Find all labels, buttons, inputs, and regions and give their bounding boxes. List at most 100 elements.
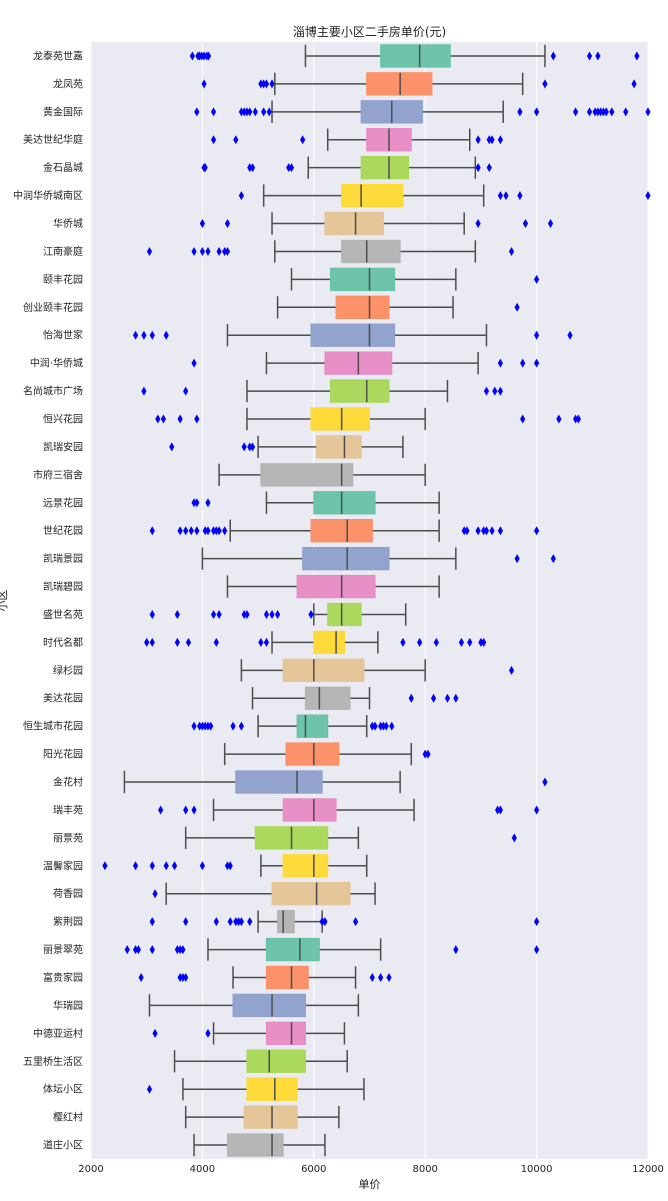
box — [304, 686, 351, 710]
box — [341, 239, 401, 264]
outlier-point — [199, 246, 205, 256]
outlier-point — [609, 107, 615, 117]
outlier-point — [508, 246, 515, 256]
outlier-point — [233, 917, 239, 927]
box-group — [218, 463, 426, 487]
outlier-point — [386, 972, 392, 982]
box — [246, 1077, 298, 1101]
box — [282, 798, 337, 822]
outlier-point — [222, 526, 228, 536]
outlier-point — [247, 442, 253, 452]
y-tick-label: 中润·华侨城 — [30, 357, 83, 370]
outlier-point — [252, 107, 258, 117]
box-group — [148, 993, 360, 1018]
outlier-point — [236, 917, 242, 927]
outlier-point — [481, 637, 487, 647]
outlier-point — [227, 917, 233, 927]
outlier-point — [623, 107, 629, 117]
outlier-point — [444, 693, 451, 703]
box — [316, 435, 362, 459]
outlier-point — [141, 386, 147, 396]
outlier-point — [542, 79, 548, 89]
y-tick-label: 绿杉园 — [53, 664, 83, 677]
outlier-point — [158, 805, 164, 815]
outlier-point — [194, 414, 200, 424]
y-tick-label: 中润华侨城南区 — [13, 189, 83, 202]
outlier-point — [258, 79, 264, 89]
plot-background — [91, 42, 648, 1159]
box — [313, 491, 376, 515]
outlier-point — [520, 414, 526, 424]
outlier-point — [238, 191, 244, 201]
x-axis-ticks: 2000 4000 6000 8000 10000 12000 — [78, 1164, 664, 1175]
box-group — [240, 658, 515, 682]
outlier-point — [174, 609, 180, 619]
box — [232, 993, 306, 1018]
box-group — [189, 44, 640, 68]
outlier-point — [201, 51, 207, 61]
outlier-point — [534, 358, 540, 368]
box-group — [201, 546, 556, 571]
y-tick-label: 凯瑞安园 — [43, 440, 83, 453]
outlier-point — [238, 917, 244, 927]
box — [341, 183, 404, 208]
outlier-point — [288, 163, 295, 173]
box — [265, 937, 320, 962]
outlier-point — [124, 945, 130, 955]
y-tick-label: 五里桥生活区 — [23, 1055, 83, 1068]
box — [330, 379, 390, 403]
y-tick-label: 樱红村 — [53, 1111, 83, 1124]
outlier-point — [177, 526, 183, 536]
outlier-point — [144, 637, 150, 647]
outlier-point — [369, 721, 375, 731]
box — [226, 1133, 284, 1157]
outlier-point — [319, 917, 325, 927]
outlier-point — [263, 609, 270, 619]
outlier-point — [185, 637, 192, 647]
box-group — [184, 1105, 340, 1129]
box-group — [201, 155, 492, 180]
outlier-point — [191, 246, 197, 256]
outlier-point — [464, 526, 470, 536]
outlier-point — [241, 107, 247, 117]
box-group — [123, 770, 548, 794]
outlier-point — [177, 414, 183, 424]
outlier-point — [261, 79, 267, 89]
outlier-point — [497, 135, 503, 145]
box — [366, 72, 433, 96]
box — [335, 295, 390, 319]
outlier-point — [210, 107, 217, 117]
y-tick-label: 龙泰苑世嘉 — [33, 49, 83, 62]
outlier-point — [511, 833, 517, 843]
outlier-point — [481, 526, 487, 536]
outlier-point — [383, 721, 389, 731]
box-group — [149, 909, 540, 934]
y-tick-label: 温馨家园 — [43, 859, 83, 872]
y-axis-label: 小区 — [0, 590, 9, 612]
y-tick-label: 丽景苑 — [53, 831, 83, 844]
outlier-point — [378, 972, 384, 982]
box — [243, 1105, 298, 1129]
outlier-point — [149, 637, 155, 647]
box-group — [149, 519, 540, 543]
outlier-point — [174, 945, 180, 955]
outlier-point — [216, 609, 222, 619]
outlier-point — [191, 358, 197, 368]
outlier-point — [483, 526, 490, 536]
outlier-point — [213, 917, 219, 927]
outlier-point — [132, 330, 139, 340]
outlier-point — [249, 442, 256, 452]
outlier-point — [224, 219, 231, 229]
y-tick-label: 龙凤苑 — [53, 77, 83, 90]
box — [265, 965, 309, 990]
box-group — [276, 295, 520, 319]
y-tick-label: 时代名都 — [43, 636, 83, 649]
outlier-point — [600, 107, 607, 117]
box-group — [138, 965, 392, 990]
outlier-point — [400, 637, 406, 647]
outlier-point — [146, 246, 153, 256]
y-tick-label: 市府三宿舍 — [33, 468, 83, 481]
outlier-point — [205, 1028, 211, 1038]
outlier-point — [492, 386, 498, 396]
outlier-point — [199, 861, 205, 871]
